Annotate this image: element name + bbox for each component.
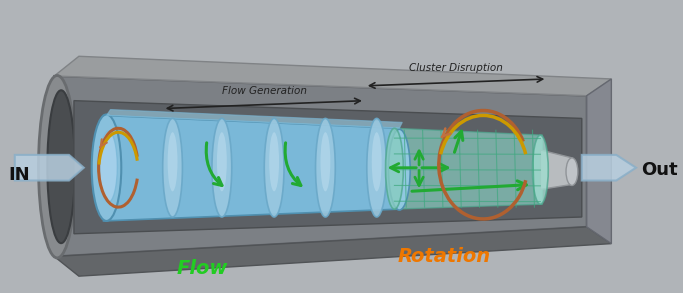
Ellipse shape	[269, 132, 279, 191]
Text: Out: Out	[641, 161, 678, 179]
Ellipse shape	[167, 132, 178, 191]
Polygon shape	[104, 115, 400, 221]
Text: IN: IN	[8, 166, 29, 184]
Ellipse shape	[566, 158, 578, 185]
Polygon shape	[540, 150, 572, 189]
Ellipse shape	[386, 128, 403, 209]
Polygon shape	[54, 76, 587, 256]
Polygon shape	[582, 155, 636, 180]
Ellipse shape	[372, 132, 382, 191]
Text: Rotation: Rotation	[398, 247, 490, 266]
Ellipse shape	[316, 118, 335, 217]
Ellipse shape	[264, 118, 284, 217]
Ellipse shape	[47, 90, 75, 243]
Ellipse shape	[217, 132, 227, 191]
Polygon shape	[107, 110, 402, 128]
Polygon shape	[54, 227, 611, 276]
Ellipse shape	[212, 118, 232, 217]
Text: Flow Generation: Flow Generation	[222, 86, 307, 96]
Ellipse shape	[92, 115, 122, 221]
Polygon shape	[394, 128, 542, 209]
Polygon shape	[15, 155, 84, 180]
Text: Flow: Flow	[176, 259, 228, 278]
Text: Cluster Disruption: Cluster Disruption	[408, 63, 503, 73]
Ellipse shape	[533, 135, 548, 204]
Polygon shape	[74, 101, 582, 234]
Polygon shape	[587, 79, 611, 243]
Ellipse shape	[163, 118, 182, 217]
Ellipse shape	[389, 129, 410, 210]
Polygon shape	[54, 56, 611, 96]
Ellipse shape	[320, 132, 331, 191]
Ellipse shape	[38, 76, 76, 258]
Ellipse shape	[100, 131, 117, 202]
Ellipse shape	[367, 118, 387, 217]
